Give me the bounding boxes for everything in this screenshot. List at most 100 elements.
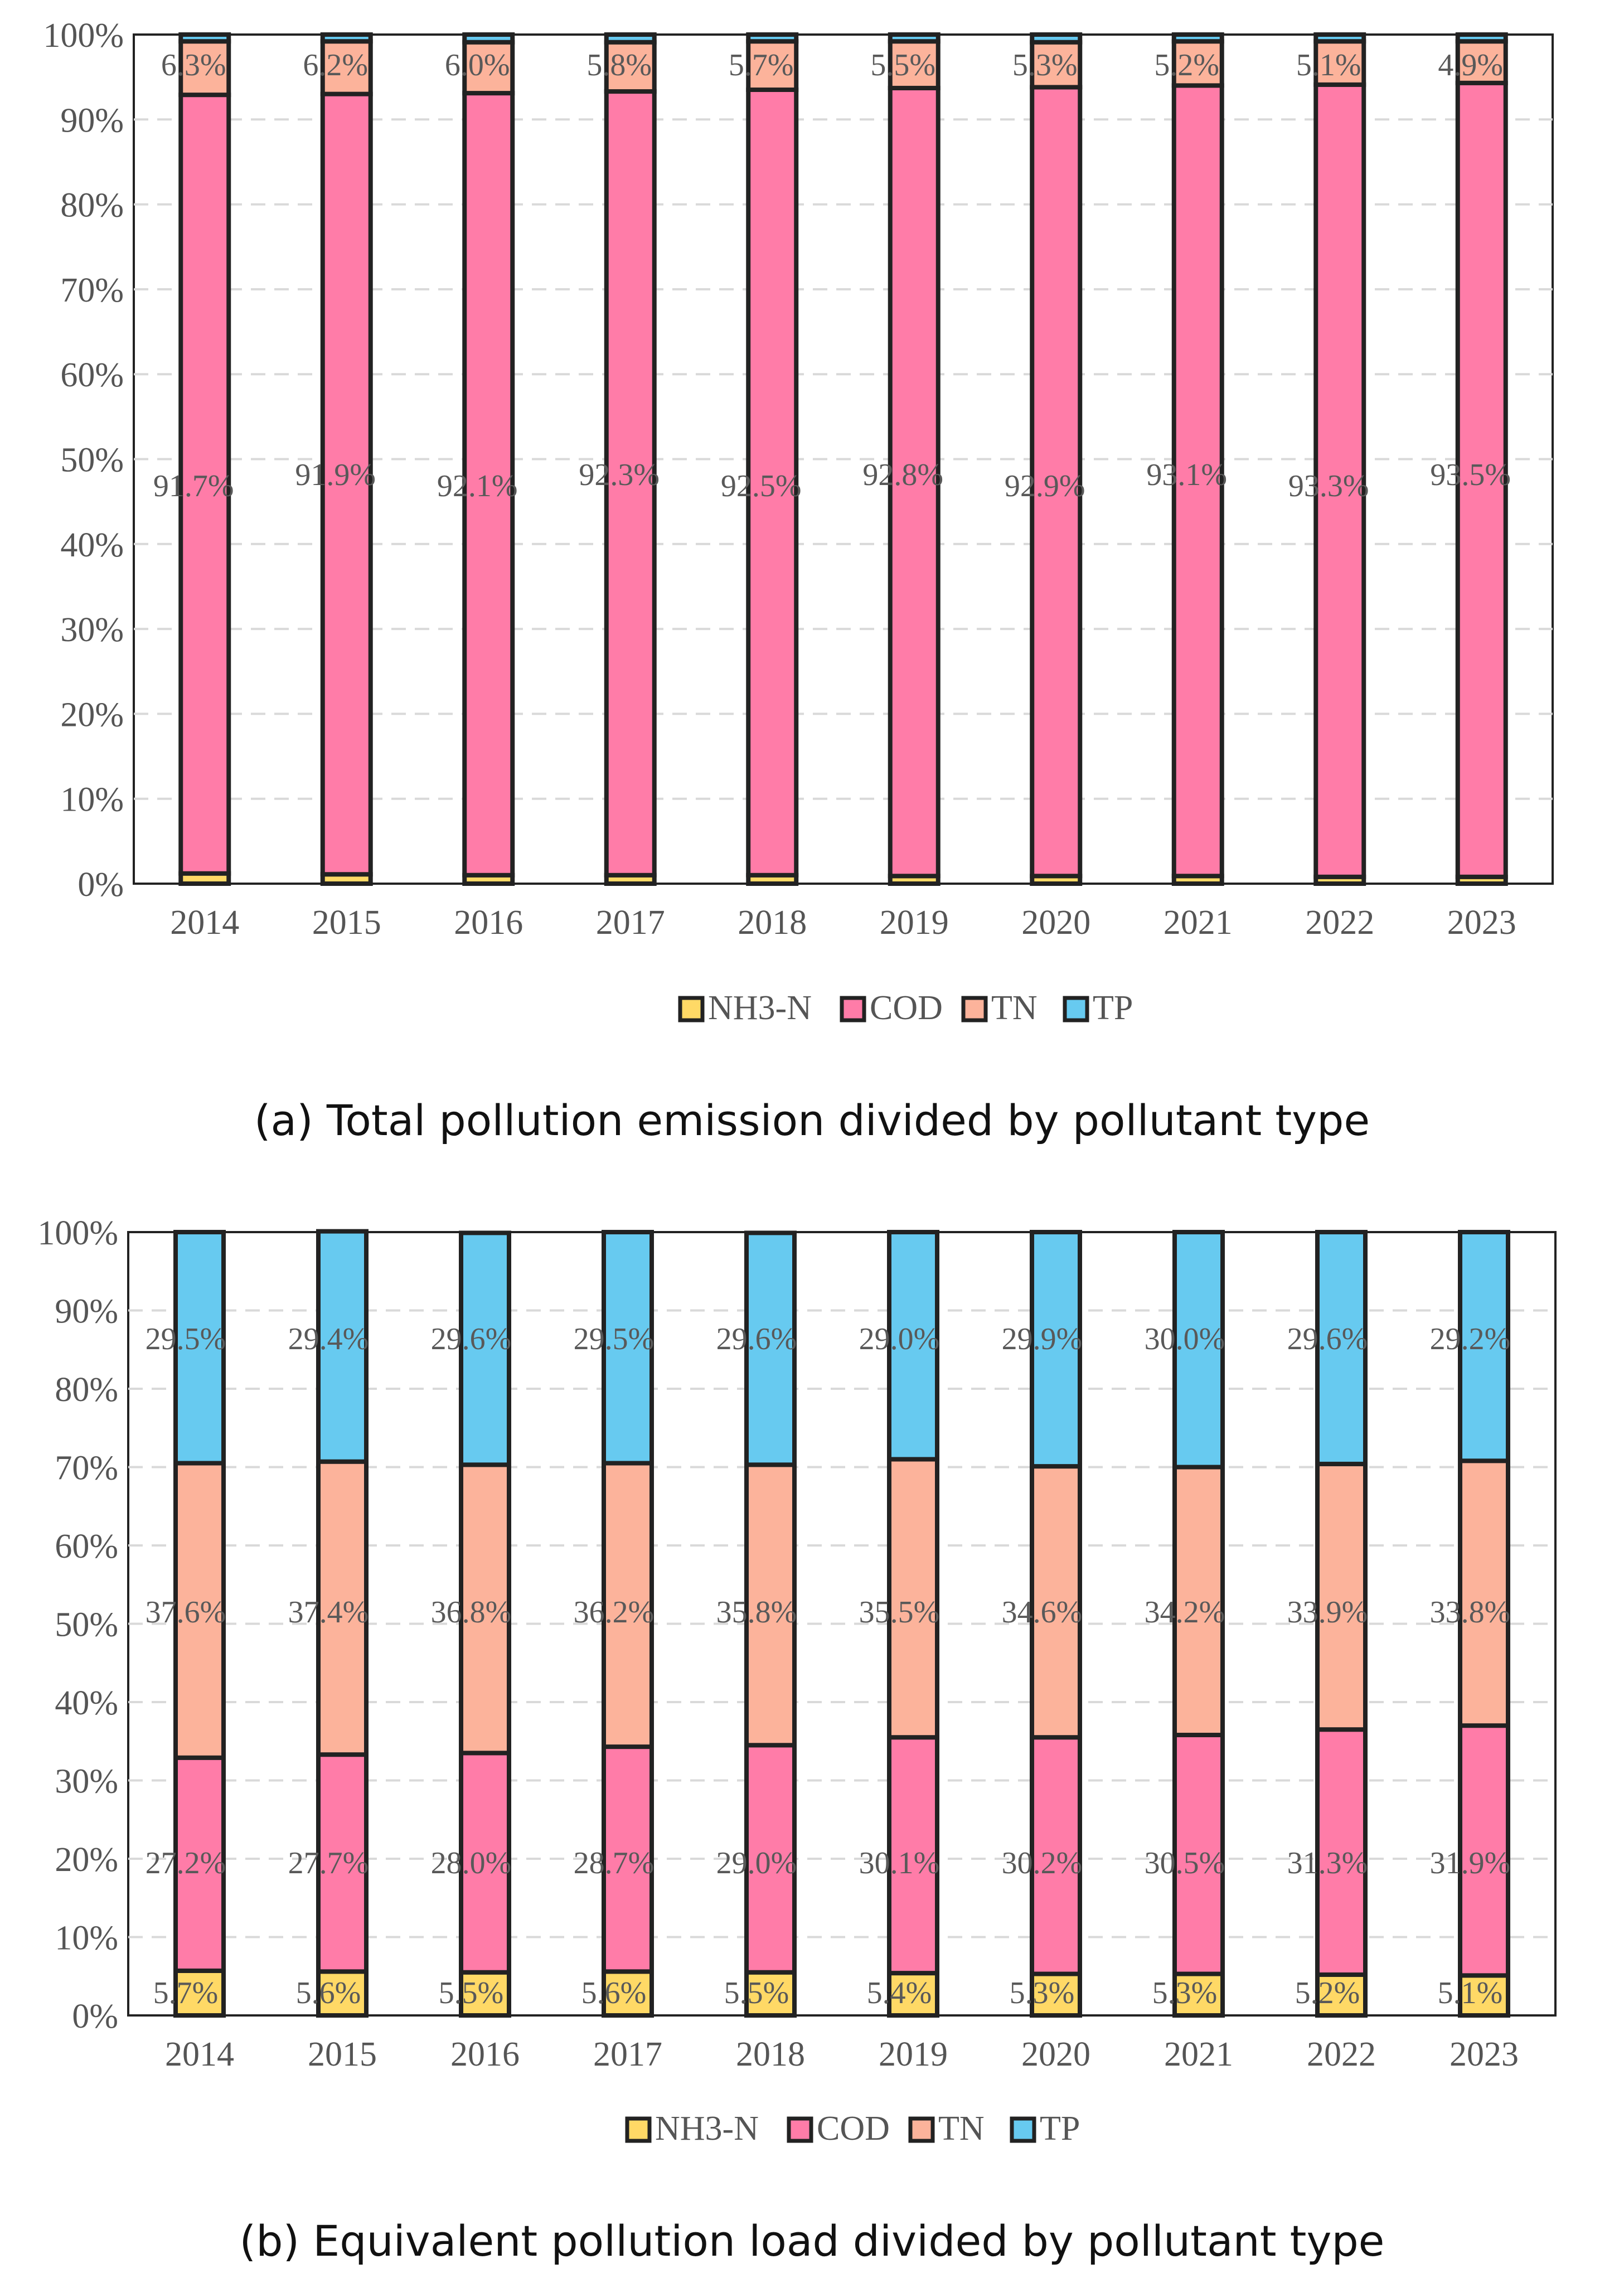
legend-swatch-tn: [908, 2116, 935, 2143]
data-label-cod: 30.5%: [1145, 1846, 1225, 1880]
data-label-tn: 5.8%: [586, 48, 652, 83]
data-label-cod: 30.2%: [1002, 1846, 1083, 1880]
data-label-cod: 31.3%: [1287, 1846, 1368, 1880]
bar-cod-2017: [602, 1744, 654, 1974]
y-tick-label: 60%: [55, 1528, 118, 1565]
y-tick-label: 50%: [60, 442, 124, 479]
bar-cod-2021: [1171, 83, 1224, 879]
x-tick-label: 2017: [593, 2035, 662, 2073]
data-label-cod: 92.3%: [579, 458, 660, 492]
data-label-nh3-n: 5.1%: [1438, 1976, 1503, 2010]
chart-b: 0% 10% 20% 30% 40% 50% 60% 70% 80% 90% 100% 2014 201…: [37, 1214, 1557, 2148]
data-label-tp: 30.0%: [1145, 1322, 1225, 1356]
bar-tp-2021: [1172, 1230, 1225, 1470]
data-label-tn: 5.1%: [1296, 48, 1361, 83]
bar-tn-2020: [1030, 1464, 1082, 1740]
bar-nh3-n-2014: [173, 1968, 226, 2018]
data-label-tp: 29.2%: [1430, 1322, 1511, 1356]
data-label-cod: 92.5%: [721, 469, 802, 503]
data-label-tp: 29.0%: [859, 1322, 940, 1356]
bar-tn-2016: [459, 1462, 511, 1756]
bar-tn-2015: [316, 1459, 369, 1757]
data-label-tn: 37.6%: [146, 1595, 226, 1630]
data-label-nh3-n: 5.7%: [153, 1976, 219, 2010]
data-label-cod: 91.9%: [295, 458, 376, 492]
bar-tp-2015: [320, 32, 373, 44]
legend-swatch-tp: [1010, 2116, 1036, 2143]
bar-cod-2019: [887, 1735, 939, 1976]
x-tick-label: 2019: [879, 2035, 948, 2073]
x-tick-label: 2022: [1307, 2035, 1376, 2073]
x-tick-label: 2015: [308, 2035, 377, 2073]
y-tick-label: 100%: [37, 1214, 118, 1252]
legend-swatch-nh3-n: [678, 996, 705, 1022]
data-label-tn: 5.7%: [729, 48, 794, 83]
bar-nh3-n-2018: [744, 1970, 797, 2018]
y-tick-label: 20%: [60, 696, 124, 734]
y-tick-label: 70%: [60, 272, 124, 309]
legend-swatch-cod: [840, 996, 866, 1022]
data-label-tp: 29.6%: [431, 1322, 512, 1356]
legend-label-cod: COD: [817, 2110, 890, 2148]
bar-nh3-n-2023: [1458, 1973, 1510, 2018]
y-tick-label: 90%: [60, 101, 124, 139]
legend-label-tp: TP: [1093, 989, 1133, 1027]
x-tick-label: 2018: [738, 904, 807, 942]
bar-tp-2018: [744, 1230, 797, 1467]
bar-tp-2016: [459, 1230, 511, 1467]
data-label-nh3-n: 5.5%: [439, 1976, 504, 2010]
bar-tp-2014: [178, 32, 231, 44]
y-tick-label: 100%: [43, 17, 124, 55]
y-tick-label: 80%: [60, 187, 124, 225]
x-tick-label: 2023: [1447, 904, 1516, 942]
data-label-tn: 33.9%: [1287, 1595, 1368, 1630]
data-label-cod: 93.5%: [1430, 458, 1511, 492]
data-label-cod: 30.1%: [859, 1846, 940, 1880]
data-label-tn: 4.9%: [1438, 48, 1503, 83]
bar-nh3-n-2019: [887, 1971, 939, 2018]
legend-swatch-tp: [1063, 996, 1089, 1022]
data-label-nh3-n: 5.4%: [867, 1976, 932, 2010]
x-tick-label: 2014: [170, 904, 239, 942]
y-tick-label: 40%: [55, 1684, 118, 1722]
x-tick-label: 2020: [1021, 2035, 1090, 2073]
x-tick-label: 2016: [450, 2035, 520, 2073]
y-tick-label: 10%: [55, 1920, 118, 1957]
y-tick-label: 20%: [55, 1841, 118, 1879]
legend-label-nh3-n: NH3-N: [655, 2110, 759, 2148]
data-label-nh3-n: 5.2%: [1295, 1976, 1360, 2010]
data-label-cod: 93.1%: [1146, 458, 1227, 492]
caption-b: (b) Equivalent pollution load divided by…: [239, 2216, 1385, 2266]
data-label-tp: 29.6%: [1287, 1322, 1368, 1356]
bar-tp-2023: [1455, 32, 1508, 44]
bar-tp-2014: [173, 1230, 226, 1466]
bar-nh3-n-2015: [316, 1969, 369, 2018]
bar-cod-2021: [1172, 1733, 1225, 1976]
y-tick-label: 60%: [60, 356, 124, 394]
bar-cod-2016: [459, 1751, 511, 1975]
x-tick-label: 2023: [1450, 2035, 1519, 2073]
data-label-tn: 6.0%: [445, 48, 510, 83]
data-label-tp: 29.9%: [1002, 1322, 1083, 1356]
data-label-tn: 5.5%: [870, 48, 935, 83]
bar-cod-2020: [1030, 1735, 1082, 1976]
data-label-tp: 29.5%: [146, 1322, 226, 1356]
x-tick-label: 2021: [1164, 904, 1233, 942]
data-label-cod: 28.0%: [431, 1846, 512, 1880]
data-label-tn: 37.4%: [288, 1595, 369, 1630]
bar-cod-2020: [1030, 85, 1083, 879]
x-tick-label: 2020: [1021, 904, 1090, 942]
legend-swatch-nh3-n: [625, 2116, 652, 2143]
bar-cod-2016: [462, 91, 515, 878]
bar-tp-2022: [1313, 32, 1366, 44]
bar-tp-2019: [887, 1230, 939, 1462]
data-label-nh3-n: 5.3%: [1010, 1976, 1075, 2010]
y-tick-label: 30%: [55, 1763, 118, 1801]
data-label-tn: 5.2%: [1154, 48, 1219, 83]
y-tick-label: 10%: [60, 781, 124, 819]
bar-tp-2020: [1030, 1230, 1082, 1469]
caption-a: (a) Total pollution emission divided by …: [254, 1096, 1370, 1145]
data-label-cod: 91.7%: [153, 469, 234, 503]
data-label-tn: 35.5%: [859, 1595, 940, 1630]
bar-tp-2017: [602, 1230, 654, 1466]
